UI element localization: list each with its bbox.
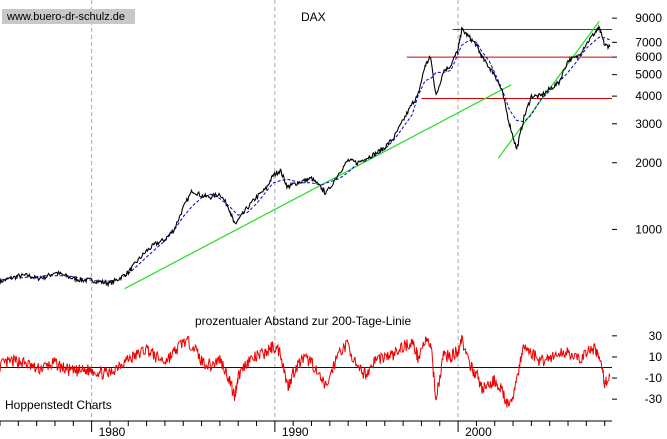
x-axis-ticks: 1980 1990 2000 — [0, 421, 606, 439]
price-tick-label-7000: 7000 — [635, 35, 662, 49]
watermark-text: www.buero-dr-schulz.de — [6, 11, 125, 23]
support-resistance-lines — [406, 28, 612, 100]
oscillator-axis-ticks: 30 10 -10 -30 — [612, 329, 662, 406]
oscillator-line — [0, 334, 611, 408]
oscillator-series — [0, 334, 611, 408]
osc-tick-label--30: -30 — [645, 392, 663, 406]
watermark-box — [2, 9, 135, 24]
decade-gridlines — [91, 0, 459, 421]
osc-tick-label-30: 30 — [649, 329, 663, 343]
price-tick-label-6000: 6000 — [635, 50, 662, 64]
trend-lines — [124, 21, 600, 290]
osc-tick-label-10: 10 — [649, 350, 663, 364]
x-tick-label-2000: 2000 — [465, 425, 492, 439]
source-label: Hoppenstedt Charts — [5, 398, 112, 412]
price-tick-label-2000: 2000 — [635, 156, 662, 170]
price-tick-label-3000: 3000 — [635, 117, 662, 131]
price-tick-label-5000: 5000 — [635, 68, 662, 82]
price-tick-label-4000: 4000 — [635, 89, 662, 103]
price-line — [0, 24, 611, 288]
price-series — [0, 24, 611, 288]
trend_up_recent — [497, 21, 600, 159]
price-tick-label-1000: 1000 — [635, 222, 662, 236]
x-tick-label-1990: 1990 — [282, 425, 309, 439]
trend_up_long — [124, 84, 512, 290]
chart-title: DAX — [301, 10, 326, 24]
x-tick-label-1980: 1980 — [99, 425, 126, 439]
price-tick-label-9000: 9000 — [635, 11, 662, 25]
osc-tick-label--10: -10 — [645, 371, 663, 385]
oscillator-title: prozentualer Abstand zur 200-Tage-Linie — [195, 314, 411, 328]
